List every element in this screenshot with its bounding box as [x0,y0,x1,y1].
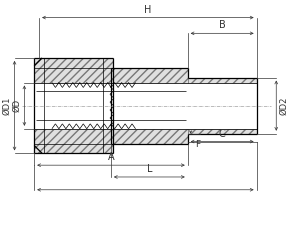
Polygon shape [111,68,188,82]
Text: A: A [108,152,114,162]
Text: ØD2: ØD2 [279,96,288,115]
Polygon shape [188,129,257,134]
Text: F: F [195,140,200,149]
Text: L: L [147,164,152,174]
Text: B: B [219,20,226,30]
Polygon shape [111,129,188,144]
Text: C: C [219,129,226,139]
Text: ØD1: ØD1 [3,96,12,115]
Polygon shape [34,58,113,82]
Text: ØD: ØD [13,99,22,112]
Text: H: H [144,5,152,15]
Polygon shape [34,129,113,153]
Polygon shape [188,78,257,82]
